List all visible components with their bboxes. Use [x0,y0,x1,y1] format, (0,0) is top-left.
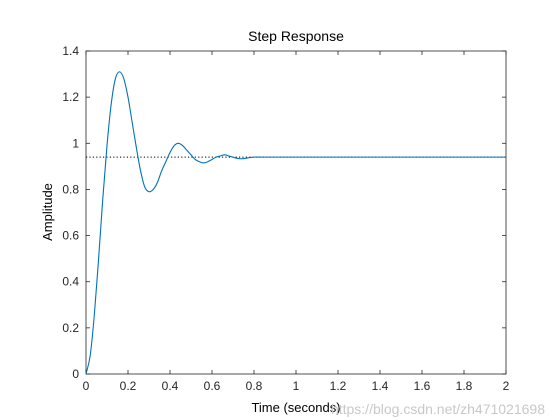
y-axis-label: Amplitude [40,183,55,241]
x-tick-label: 1.6 [414,379,431,393]
x-tick-label: 2 [503,379,510,393]
x-tick-label: 1 [293,379,300,393]
y-tick-label: 0 [72,367,79,381]
x-tick-label: 0.2 [120,379,137,393]
watermark-text: https://blog.csdn.net/zh471021698 [331,401,545,417]
y-tick-label: 1 [72,136,79,150]
y-tick-label: 0.4 [62,275,79,289]
x-tick-label: 0 [83,379,90,393]
axes-box [85,50,507,375]
x-tick-label: 1.4 [372,379,389,393]
chart-title: Step Response [248,28,344,44]
x-tick-label: 0.6 [204,379,221,393]
x-tick-label: 0.4 [162,379,179,393]
x-tick-label: 0.8 [246,379,263,393]
response-curve [85,71,506,375]
x-tick-label: 1.2 [330,379,347,393]
y-tick-label: 1.4 [62,44,79,58]
x-tick-label: 1.8 [456,379,473,393]
y-tick-label: 0.8 [62,182,79,196]
y-tick-label: 0.6 [62,229,79,243]
y-tick-label: 0.2 [62,321,79,335]
plot-area: 0 0.2 0.4 0.6 0.8 1 1.2 1.4 1.6 1.8 2 0 0.2 0.4 0.6 0.8… [62,44,509,393]
y-tick-label: 1.2 [62,90,79,104]
x-axis-label: Time (seconds) [251,400,340,415]
